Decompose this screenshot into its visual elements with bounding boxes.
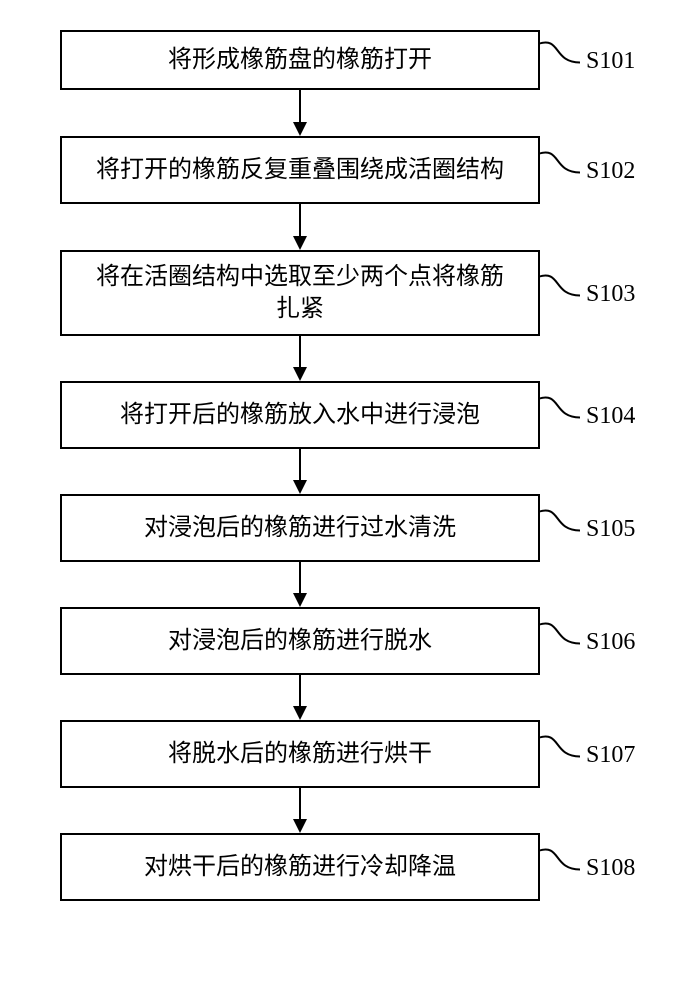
connector-curve: [538, 268, 580, 318]
flowchart-box: 将形成橡筋盘的橡筋打开: [60, 30, 540, 90]
connector-curve: [538, 35, 580, 85]
flowchart-step-label: S104: [586, 403, 635, 430]
flowchart-step-label: S105: [586, 516, 635, 543]
flowchart-box: 将打开的橡筋反复重叠围绕成活圈结构: [60, 136, 540, 204]
flowchart-node: 将在活圈结构中选取至少两个点将橡筋扎紧S103: [60, 250, 540, 336]
flowchart-arrow: [291, 788, 309, 833]
flowchart-node: 对浸泡后的橡筋进行过水清洗S105: [60, 494, 540, 562]
connector-curve: [538, 503, 580, 553]
connector-curve: [538, 145, 580, 195]
connector-curve: [538, 390, 580, 440]
flowchart-node: 将打开的橡筋反复重叠围绕成活圈结构S102: [60, 136, 540, 204]
flowchart-step-label: S107: [586, 742, 635, 769]
connector-curve: [538, 842, 580, 892]
flowchart-box-text: 对浸泡后的橡筋进行过水清洗: [144, 512, 456, 544]
flowchart-step-label: S106: [586, 629, 635, 656]
flowchart-arrow: [291, 675, 309, 720]
flowchart-arrow: [291, 204, 309, 250]
flowchart-box: 对浸泡后的橡筋进行脱水: [60, 607, 540, 675]
flowchart-step-label: S101: [586, 48, 635, 75]
flowchart-node: 将打开后的橡筋放入水中进行浸泡S104: [60, 381, 540, 449]
flowchart-box-text: 对浸泡后的橡筋进行脱水: [168, 625, 432, 657]
flowchart-step-label: S108: [586, 855, 635, 882]
flowchart-box: 对烘干后的橡筋进行冷却降温: [60, 833, 540, 901]
flowchart-node: 对烘干后的橡筋进行冷却降温S108: [60, 833, 540, 901]
flowchart-box-text: 将脱水后的橡筋进行烘干: [168, 738, 432, 770]
flowchart-arrow: [291, 90, 309, 136]
flowchart-box-text: 对烘干后的橡筋进行冷却降温: [144, 851, 456, 883]
flowchart-box: 对浸泡后的橡筋进行过水清洗: [60, 494, 540, 562]
flowchart-box-text: 将打开后的橡筋放入水中进行浸泡: [120, 399, 480, 431]
flowchart-arrow: [291, 562, 309, 607]
flowchart-node: 对浸泡后的橡筋进行脱水S106: [60, 607, 540, 675]
flowchart-node: 将形成橡筋盘的橡筋打开S101: [60, 30, 540, 90]
flowchart-node: 将脱水后的橡筋进行烘干S107: [60, 720, 540, 788]
flowchart-box-text: 将在活圈结构中选取至少两个点将橡筋扎紧: [96, 261, 504, 326]
flowchart-step-label: S103: [586, 281, 635, 308]
flowchart-box: 将脱水后的橡筋进行烘干: [60, 720, 540, 788]
flowchart-step-label: S102: [586, 158, 635, 185]
connector-curve: [538, 729, 580, 779]
flowchart-box-text: 将打开的橡筋反复重叠围绕成活圈结构: [96, 154, 504, 186]
connector-curve: [538, 616, 580, 666]
flowchart-box: 将打开后的橡筋放入水中进行浸泡: [60, 381, 540, 449]
flowchart-arrow: [291, 336, 309, 381]
flowchart-arrow: [291, 449, 309, 494]
flowchart-box: 将在活圈结构中选取至少两个点将橡筋扎紧: [60, 250, 540, 336]
flowchart-box-text: 将形成橡筋盘的橡筋打开: [168, 44, 432, 76]
flowchart-container: 将形成橡筋盘的橡筋打开S101将打开的橡筋反复重叠围绕成活圈结构S102将在活圈…: [0, 0, 677, 1000]
